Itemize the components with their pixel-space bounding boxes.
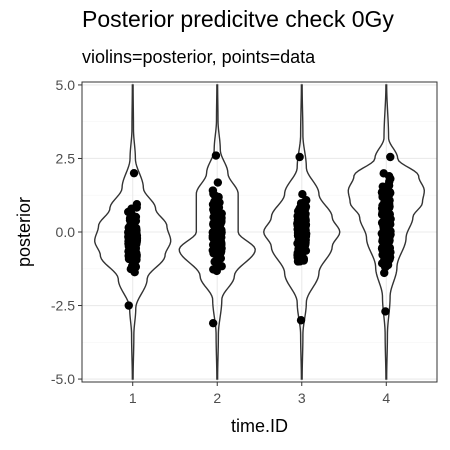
data-point xyxy=(381,307,390,316)
data-point xyxy=(124,301,133,310)
x-tick-label: 4 xyxy=(382,390,390,406)
data-point xyxy=(129,168,139,178)
violin-1 xyxy=(94,84,172,380)
data-point xyxy=(216,254,226,263)
data-point xyxy=(384,220,394,229)
x-tick-label: 3 xyxy=(298,390,306,406)
data-point xyxy=(215,218,224,227)
y-tick-label: 2.5 xyxy=(56,150,76,166)
x-tick-label: 1 xyxy=(129,390,137,406)
data-point xyxy=(211,225,220,235)
y-tick-label: 5.0 xyxy=(56,77,76,93)
data-point xyxy=(132,200,142,209)
data-point xyxy=(380,188,389,198)
violin-layer xyxy=(94,84,426,380)
data-point xyxy=(297,222,306,231)
y-tick-label: -5.0 xyxy=(51,371,75,387)
points-group-1 xyxy=(124,168,142,310)
axis-layer: -5.0 -2.5 0.0 2.5 5.0 1 2 3 4 xyxy=(51,77,391,406)
data-point xyxy=(386,152,395,162)
points-group-4 xyxy=(377,152,395,316)
data-point xyxy=(124,223,134,233)
grid-layer xyxy=(82,82,437,382)
y-tick-label: 0.0 xyxy=(56,224,76,240)
data-point xyxy=(379,208,388,217)
data-point xyxy=(386,248,395,257)
violin-3 xyxy=(263,84,341,380)
data-point xyxy=(380,253,390,262)
data-point xyxy=(296,316,306,325)
data-point xyxy=(209,234,218,244)
points-layer xyxy=(124,151,395,328)
data-point xyxy=(298,247,308,256)
data-point xyxy=(208,186,218,195)
x-axis-title: time.ID xyxy=(231,416,288,436)
chart-title: Posterior predicitve check 0Gy xyxy=(82,6,394,32)
data-point xyxy=(208,318,218,328)
data-point xyxy=(298,189,307,199)
data-point xyxy=(381,263,390,272)
x-tick-label: 2 xyxy=(213,390,221,406)
y-tick-label: -2.5 xyxy=(51,298,75,314)
data-point xyxy=(295,152,304,162)
y-axis-title: posterior xyxy=(14,197,34,267)
chart-subtitle: violins=posterior, points=data xyxy=(82,47,316,67)
data-point xyxy=(216,247,226,257)
data-point xyxy=(378,245,387,255)
data-point xyxy=(294,211,303,220)
points-group-2 xyxy=(208,151,226,328)
data-point xyxy=(132,252,141,261)
data-point xyxy=(299,199,308,209)
violin-4 xyxy=(347,84,426,380)
violin-2 xyxy=(178,84,256,380)
data-point xyxy=(211,151,221,160)
data-point xyxy=(299,254,308,263)
data-point xyxy=(211,205,221,214)
data-point xyxy=(129,264,138,274)
points-group-3 xyxy=(293,152,311,325)
data-point xyxy=(381,231,390,240)
data-point xyxy=(293,231,303,240)
data-point xyxy=(213,178,223,187)
data-point xyxy=(379,169,388,178)
data-point xyxy=(131,234,141,244)
